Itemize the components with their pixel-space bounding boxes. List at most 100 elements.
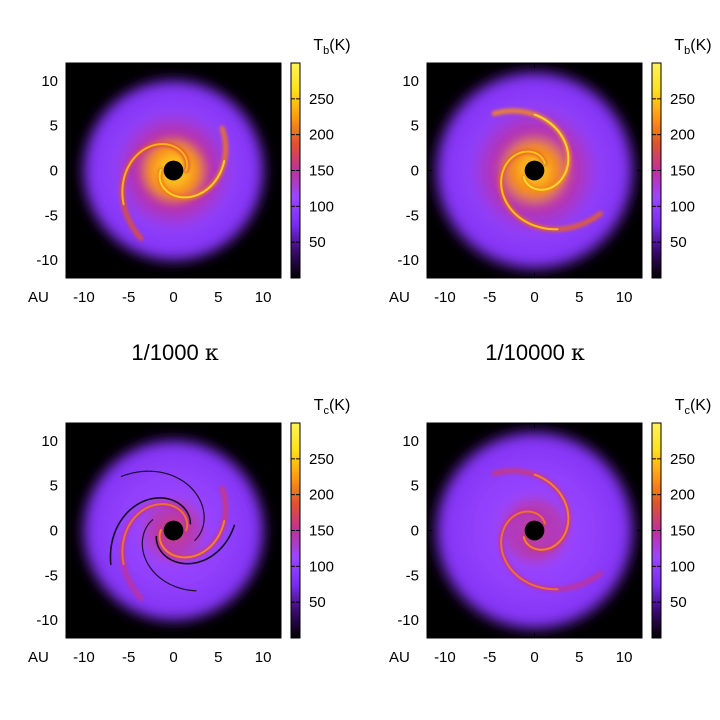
y-tick-label: 10 xyxy=(41,73,58,90)
x-tick-label: 0 xyxy=(530,289,538,306)
x-tick-label: 5 xyxy=(214,289,222,306)
y-tick-label: 0 xyxy=(50,523,58,540)
y-tick-label: -5 xyxy=(45,207,58,224)
heatmap-area xyxy=(66,63,281,278)
heatmap-area xyxy=(427,423,642,638)
x-tick-label: -10 xyxy=(434,289,456,306)
quantity-symbol: T xyxy=(313,37,323,54)
colorbar-tick-label: 100 xyxy=(670,198,695,215)
y-tick-label: -5 xyxy=(45,567,58,584)
dark-filament-1 xyxy=(109,497,192,566)
x-axis-label: AU xyxy=(389,649,410,666)
inner-hole xyxy=(163,520,184,541)
spiral-arm-ridge-2 xyxy=(158,520,226,559)
column-label-left-text: 1/1000 xyxy=(131,340,204,365)
y-tick-label: 10 xyxy=(402,433,419,450)
spiral-arm-ridge-2 xyxy=(158,160,226,199)
inner-hole xyxy=(524,160,545,181)
colorbar-tick-label: 50 xyxy=(670,594,687,611)
panels: -10 -5 0 5 10-10-50510AU50100150200250Tb(K)-… xyxy=(28,37,712,666)
quantity-subscript: c xyxy=(323,405,329,417)
x-tick-label: -10 xyxy=(73,289,95,306)
colorbar-tick-label: 50 xyxy=(670,234,687,251)
quantity-symbol: T xyxy=(675,397,685,414)
x-tick-label: 10 xyxy=(616,289,633,306)
y-tick-label: -10 xyxy=(397,612,419,629)
dark-filament-outer-2 xyxy=(141,519,197,592)
colorbar-tick-label: 200 xyxy=(670,487,695,504)
quantity-unit: (K) xyxy=(690,397,711,414)
panel-top-right: -10 -5 0 5 10 -10 -5 0 5 10 AU 50 100 150 200 250 Tb(K) xyxy=(389,37,712,306)
inner-hole xyxy=(163,160,184,181)
x-tick-label: 10 xyxy=(255,289,272,306)
colorbar-tick-label: 250 xyxy=(670,91,695,108)
colorbar-tick-label: 200 xyxy=(309,487,334,504)
y-tick-label: 5 xyxy=(411,478,419,495)
colorbar-tick-label: 150 xyxy=(670,163,695,180)
colorbar-title: Tc(K) xyxy=(314,397,351,417)
colorbar-tick-label: 100 xyxy=(309,198,334,215)
y-tick-label: 0 xyxy=(411,163,419,180)
inner-hole xyxy=(524,520,545,541)
spiral-arm-ridge-1 xyxy=(500,150,559,231)
spiral-arm-ridge-1 xyxy=(500,510,559,591)
x-tick-label: 10 xyxy=(616,649,633,666)
y-tick-label: 10 xyxy=(402,73,419,90)
colorbar-tick-label: 50 xyxy=(309,594,326,611)
colorbar-tick-label: 150 xyxy=(309,523,334,540)
y-tick-label: -10 xyxy=(36,612,58,629)
colorbar-tick-label: 250 xyxy=(670,451,695,468)
y-tick-label: -5 xyxy=(406,207,419,224)
quantity-unit: (K) xyxy=(329,37,350,54)
y-tick-label: 0 xyxy=(50,163,58,180)
y-tick-label: 0 xyxy=(411,523,419,540)
x-tick-label: -10 xyxy=(434,649,456,666)
kappa-symbol-right: κ xyxy=(571,341,585,366)
colorbar-tick-label: 150 xyxy=(309,163,334,180)
colorbar-tick-label: 250 xyxy=(309,91,334,108)
x-tick-label: 5 xyxy=(575,289,583,306)
y-tick-label: -5 xyxy=(406,567,419,584)
quantity-subscript: b xyxy=(323,45,329,57)
panel-top-left: -10 -5 0 5 10 -10 -5 0 5 10 AU 50 100 150 200 250 Tb(K) xyxy=(28,37,351,306)
x-axis-label: AU xyxy=(389,289,410,306)
kappa-symbol-left: κ xyxy=(205,341,219,366)
column-label-right-text: 1/10000 xyxy=(485,340,571,365)
x-tick-label: -5 xyxy=(122,289,135,306)
spiral-arm-ridge-1 xyxy=(121,143,189,206)
colorbar-title: Tb(K) xyxy=(674,37,711,57)
y-tick-label: 5 xyxy=(50,118,58,135)
quantity-subscript: c xyxy=(684,405,690,417)
y-tick-label: -10 xyxy=(397,252,419,269)
x-tick-label: -5 xyxy=(122,649,135,666)
y-tick-label: 5 xyxy=(411,118,419,135)
spiral-arm-ridge-2 xyxy=(522,113,570,191)
colorbar-tick-label: 100 xyxy=(309,558,334,575)
dark-filament-2 xyxy=(155,524,236,565)
colorbar-tick-label: 200 xyxy=(309,127,334,144)
quantity-unit: (K) xyxy=(690,37,711,54)
y-tick-label: -10 xyxy=(36,252,58,269)
panel-bottom-right: -10 -5 0 5 10 -10 -5 0 5 10 AU 50 100 150 200 250 Tc(K) xyxy=(389,397,711,666)
dark-filament-outer-1 xyxy=(120,470,205,542)
column-label-left: 1/1000 κ xyxy=(131,340,218,366)
spiral-arm-ridge-2 xyxy=(522,473,570,551)
quantity-subscript: b xyxy=(684,45,690,57)
colorbar-tick-label: 50 xyxy=(309,234,326,251)
x-tick-label: 5 xyxy=(214,649,222,666)
heatmap-area xyxy=(66,423,281,638)
x-tick-label: 0 xyxy=(169,289,177,306)
colorbar-title: Tc(K) xyxy=(675,397,712,417)
quantity-symbol: T xyxy=(674,37,684,54)
x-tick-label: -10 xyxy=(73,649,95,666)
quantity-symbol: T xyxy=(314,397,324,414)
column-label-right: 1/10000 κ xyxy=(485,340,585,366)
y-tick-label: 10 xyxy=(41,433,58,450)
colorbar-tick-label: 150 xyxy=(670,523,695,540)
spiral-arm-ridge-1 xyxy=(121,503,189,566)
colorbar-title: Tb(K) xyxy=(313,37,350,57)
x-tick-label: 0 xyxy=(530,649,538,666)
x-axis-label: AU xyxy=(28,289,49,306)
colorbar-tick-label: 200 xyxy=(670,127,695,144)
